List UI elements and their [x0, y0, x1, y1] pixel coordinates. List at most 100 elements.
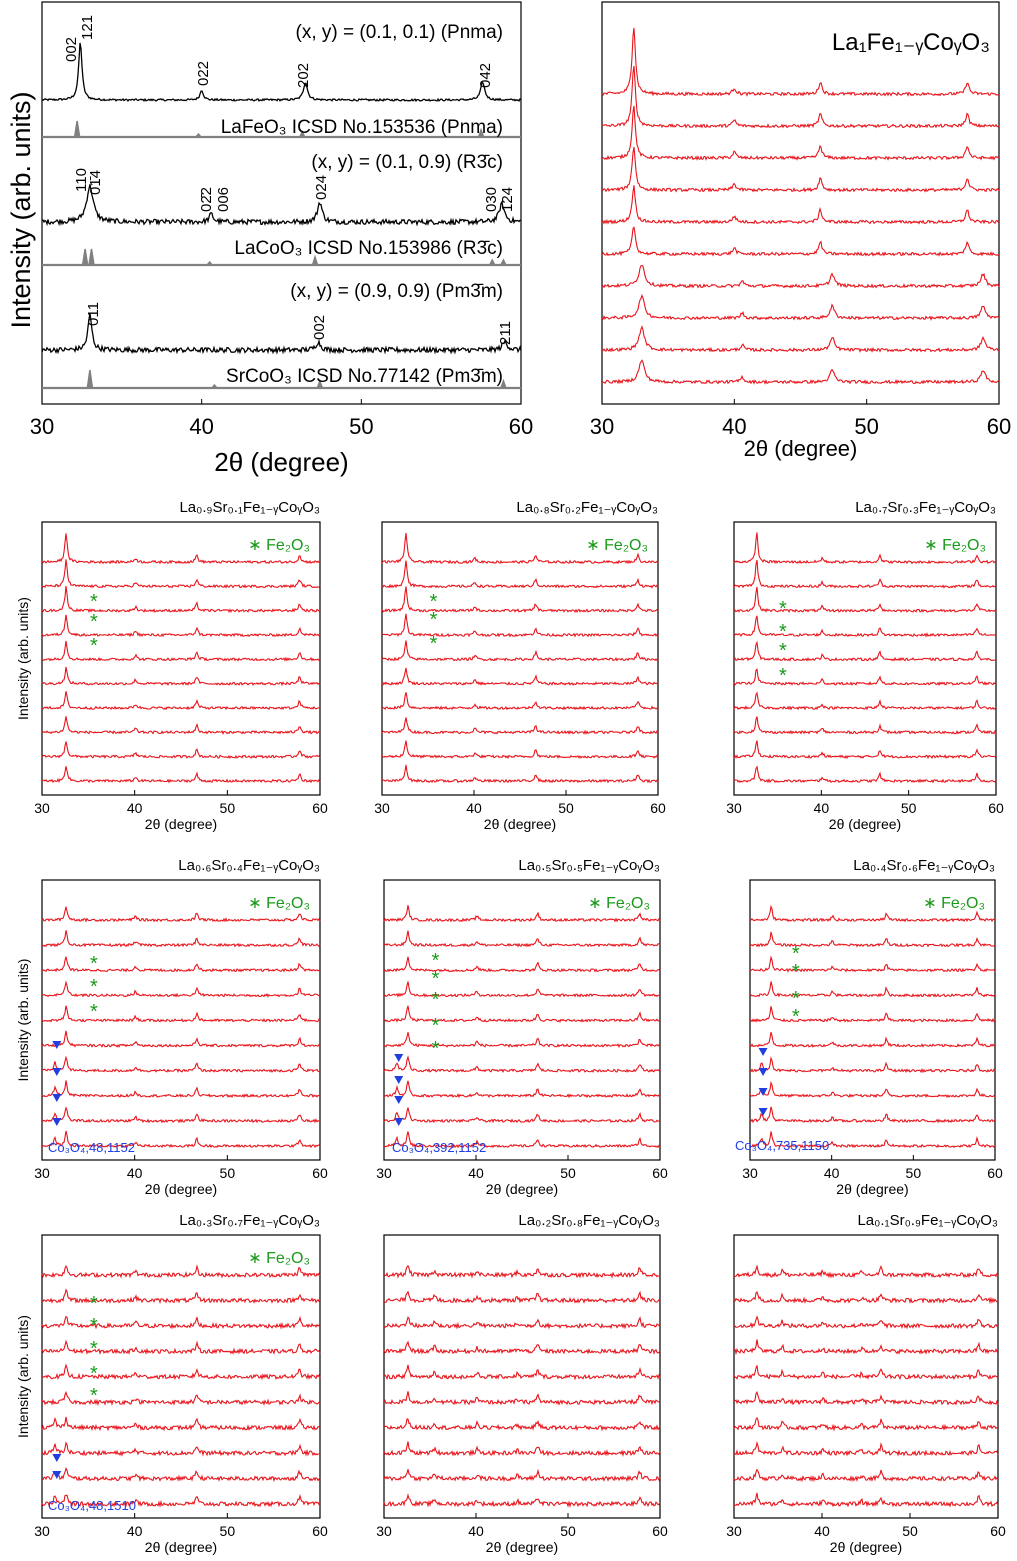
legend-fe2o3: ∗ Fe₂O₃	[248, 895, 310, 912]
xrd-curve	[749, 1006, 996, 1023]
panel-5: 30 40 50 60 2θ (degree) La₀.₆Sr₀.₄Fe₁₋ᵧCoᵧO₃ I…	[15, 857, 328, 1197]
xrd-curve	[383, 1340, 661, 1355]
xrd-curve	[381, 532, 659, 565]
x-tick-label: 30	[726, 1523, 742, 1539]
xrd-curve	[733, 1390, 999, 1406]
miller-index: 02̄2	[198, 187, 215, 212]
x-tick-label: 30	[374, 800, 390, 816]
xrd-curve	[383, 1131, 661, 1149]
x-tick-label: 40	[814, 800, 830, 816]
fe2o3-marker: *	[432, 1038, 440, 1060]
x-tick-label: 60	[990, 1523, 1006, 1539]
x-tick-label: 60	[509, 414, 533, 439]
miller-index: 202	[295, 63, 312, 88]
xrd-curve	[733, 1468, 999, 1483]
measured-curve-3	[41, 313, 522, 355]
co3o4-marker	[52, 1471, 62, 1479]
xrd-curve	[383, 1264, 661, 1279]
reference-peak	[81, 248, 89, 266]
panel-left-top: 30 40 50 60 2θ (degree) Intensity (arb. units…	[6, 1, 533, 477]
fe2o3-marker: *	[90, 1315, 98, 1337]
xrd-curve	[41, 741, 321, 759]
x-axis-label: 2θ (degree)	[829, 816, 901, 832]
xrd-curve	[383, 1493, 661, 1508]
xrd-curve	[41, 956, 321, 973]
x-tick-label: 50	[854, 414, 878, 439]
co3o4-marker	[394, 1076, 404, 1084]
xrd-curve	[381, 613, 659, 638]
x-tick-label: 50	[558, 800, 574, 816]
fe2o3-marker: *	[792, 1006, 800, 1028]
xrd-curve	[383, 1290, 661, 1304]
legend-fe2o3: ∗ Fe₂O₃	[923, 895, 985, 912]
x-tick-label: 30	[590, 414, 614, 439]
x-tick-label: 30	[726, 800, 742, 816]
y-axis-label: Intensity (arb. units)	[15, 1315, 31, 1438]
xrd-curve	[41, 980, 321, 998]
xrd-curve	[381, 764, 659, 784]
miller-index: 002	[311, 315, 328, 340]
reference-peak	[298, 130, 306, 138]
fe2o3-marker: *	[792, 988, 800, 1010]
xrd-curve	[41, 1493, 321, 1508]
fe2o3-marker: *	[90, 1363, 98, 1385]
x-axis-label: 2θ (degree)	[145, 1539, 217, 1555]
xrd-curve	[41, 1080, 321, 1099]
y-axis-label: Intensity (arb. units)	[6, 91, 36, 328]
xrd-curve	[381, 586, 659, 614]
x-axis-label: 2θ (degree)	[830, 1539, 902, 1555]
miller-index: 121	[79, 15, 96, 40]
xrd-curve	[41, 766, 321, 784]
x-tick-label: 40	[189, 414, 213, 439]
xrd-curve	[381, 692, 659, 711]
plot-frame	[601, 1, 1000, 405]
miller-index: 002	[63, 37, 80, 62]
x-tick-label: 60	[987, 414, 1011, 439]
fe2o3-marker: *	[430, 609, 438, 631]
x-axis-label: 2θ (degree)	[486, 1539, 558, 1555]
reference-peak	[488, 258, 496, 266]
chart-title: La₀.₃Sr₀.₇Fe₁₋ᵧCoᵧO₃	[179, 1212, 320, 1229]
xrd-curve	[41, 666, 321, 687]
xrd-curve	[383, 1468, 661, 1483]
xrd-curve	[733, 586, 997, 613]
legend-fe2o3: ∗ Fe₂O₃	[588, 895, 650, 912]
co3o4-marker	[52, 1041, 62, 1049]
x-tick-label: 50	[349, 414, 373, 439]
xrd-curve	[601, 65, 1000, 129]
fe2o3-marker: *	[792, 961, 800, 983]
xrd-curve	[41, 640, 321, 662]
fe2o3-marker: *	[779, 665, 787, 687]
x-axis-label: 2θ (degree)	[484, 816, 556, 832]
measured-curve-2	[42, 184, 522, 227]
miller-index: 124	[499, 187, 516, 212]
xrd-curve	[383, 1080, 661, 1099]
miller-index: 211	[497, 321, 514, 345]
xrd-curve	[750, 1056, 996, 1074]
x-tick-label: 40	[127, 1165, 143, 1181]
xrd-curve	[41, 1315, 321, 1330]
xrd-curve	[733, 691, 997, 711]
x-tick-label: 30	[34, 800, 50, 816]
reference-peak	[205, 260, 214, 266]
reference-peak	[311, 254, 319, 266]
xrd-curve	[601, 226, 1000, 257]
xrd-curve	[381, 640, 659, 662]
xrd-curve	[41, 559, 321, 589]
x-tick-label: 30	[34, 1165, 50, 1181]
chart-title: La₀.₁Sr₀.₉Fe₁₋ᵧCoᵧO₃	[857, 1212, 998, 1229]
co3o4-marker	[52, 1118, 62, 1126]
x-tick-label: 40	[466, 800, 482, 816]
fe2o3-marker: *	[90, 611, 98, 633]
xrd-curve	[41, 1363, 321, 1381]
co3o4-label: Co₃O₄,48,1152	[48, 1140, 135, 1155]
xrd-curve	[601, 27, 1000, 97]
panel-9: 30 40 50 60 2θ (degree) La₀.₂Sr₀.₈Fe₁₋ᵧCoᵧO₃	[376, 1212, 668, 1555]
xrd-curve	[41, 906, 321, 923]
x-tick-label: 50	[906, 1165, 922, 1181]
x-tick-label: 60	[312, 800, 328, 816]
legend-fe2o3: ∗ Fe₂O₃	[248, 537, 310, 554]
x-tick-label: 60	[312, 1523, 328, 1539]
miller-index: 011	[85, 302, 102, 326]
x-tick-label: 50	[560, 1523, 576, 1539]
